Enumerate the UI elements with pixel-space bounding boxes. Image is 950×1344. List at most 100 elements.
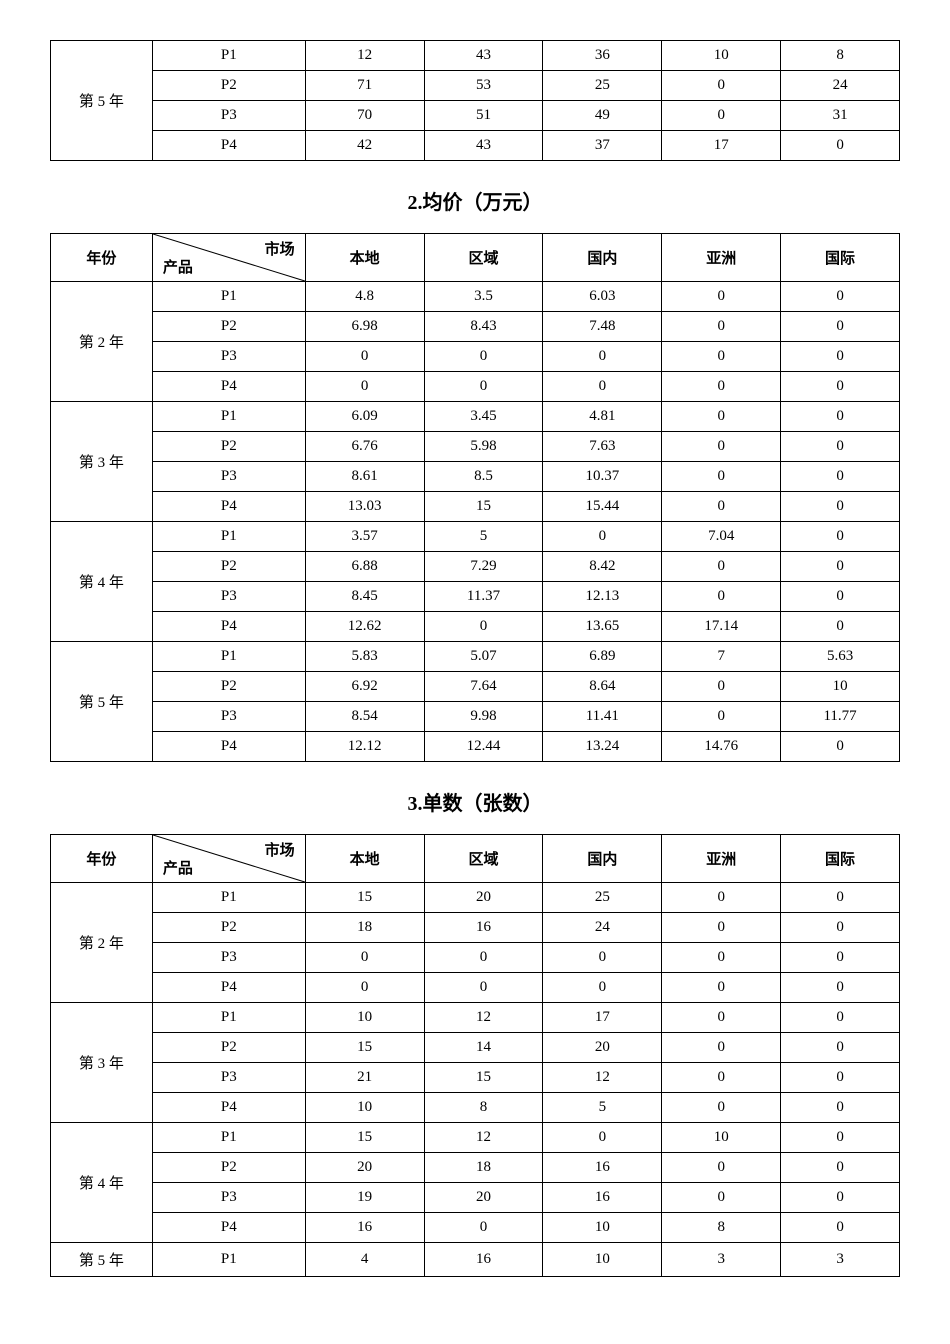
value-cell: 12.44 (424, 732, 543, 762)
value-cell: 0 (662, 282, 781, 312)
value-cell: 18 (305, 913, 424, 943)
table-row: 第 3 年P110121700 (51, 1003, 900, 1033)
product-cell: P4 (152, 1213, 305, 1243)
value-cell: 0 (543, 372, 662, 402)
value-cell: 0 (662, 702, 781, 732)
value-cell: 20 (424, 1183, 543, 1213)
value-cell: 51 (424, 101, 543, 131)
value-cell: 0 (781, 1153, 900, 1183)
value-cell: 10 (662, 41, 781, 71)
value-cell: 43 (424, 131, 543, 161)
value-cell: 8.5 (424, 462, 543, 492)
product-cell: P2 (152, 552, 305, 582)
value-cell: 25 (543, 71, 662, 101)
table-row: P412.1212.4413.2414.760 (51, 732, 900, 762)
value-cell: 8 (424, 1093, 543, 1123)
value-cell: 7.64 (424, 672, 543, 702)
table-row: P300000 (51, 943, 900, 973)
value-cell: 7.63 (543, 432, 662, 462)
value-cell: 0 (781, 402, 900, 432)
value-cell: 0 (781, 1033, 900, 1063)
value-cell: 0 (781, 552, 900, 582)
value-cell: 18 (424, 1153, 543, 1183)
value-cell: 16 (424, 1243, 543, 1277)
value-cell: 13.24 (543, 732, 662, 762)
product-cell: P2 (152, 1153, 305, 1183)
value-cell: 25 (543, 883, 662, 913)
value-cell: 10 (662, 1123, 781, 1153)
value-cell: 12 (424, 1123, 543, 1153)
value-cell: 3 (662, 1243, 781, 1277)
value-cell: 6.92 (305, 672, 424, 702)
table-row: 第 3 年P16.093.454.8100 (51, 402, 900, 432)
table-row: 第 2 年P14.83.56.0300 (51, 282, 900, 312)
value-cell: 37 (543, 131, 662, 161)
value-cell: 0 (781, 612, 900, 642)
table-row: 第 5 年P1124336108 (51, 41, 900, 71)
table-row: P41601080 (51, 1213, 900, 1243)
product-cell: P1 (152, 642, 305, 672)
header-col: 区域 (424, 234, 543, 282)
section2-title: 2.均价（万元） (50, 186, 900, 215)
product-cell: P4 (152, 612, 305, 642)
value-cell: 43 (424, 41, 543, 71)
table-row: P26.927.648.64010 (51, 672, 900, 702)
table-row: P218162400 (51, 913, 900, 943)
value-cell: 0 (781, 1213, 900, 1243)
value-cell: 9.98 (424, 702, 543, 732)
diag-bottom-label: 产品 (163, 256, 193, 277)
product-cell: P2 (152, 432, 305, 462)
value-cell: 16 (543, 1183, 662, 1213)
value-cell: 0 (305, 973, 424, 1003)
table-row: P38.4511.3712.1300 (51, 582, 900, 612)
value-cell: 70 (305, 101, 424, 131)
value-cell: 4.8 (305, 282, 424, 312)
value-cell: 0 (781, 131, 900, 161)
value-cell: 0 (781, 522, 900, 552)
value-cell: 6.88 (305, 552, 424, 582)
value-cell: 0 (662, 973, 781, 1003)
value-cell: 17.14 (662, 612, 781, 642)
value-cell: 5 (543, 1093, 662, 1123)
value-cell: 7 (662, 642, 781, 672)
value-cell: 49 (543, 101, 662, 131)
product-cell: P4 (152, 372, 305, 402)
product-cell: P1 (152, 883, 305, 913)
product-cell: P3 (152, 1183, 305, 1213)
table-row: P2715325024 (51, 71, 900, 101)
value-cell: 10 (781, 672, 900, 702)
product-cell: P3 (152, 943, 305, 973)
value-cell: 0 (781, 913, 900, 943)
year-cell: 第 5 年 (51, 41, 153, 161)
value-cell: 5.98 (424, 432, 543, 462)
product-cell: P4 (152, 492, 305, 522)
value-cell: 0 (662, 672, 781, 702)
value-cell: 36 (543, 41, 662, 71)
header-col: 国内 (543, 835, 662, 883)
header-col: 国际 (781, 835, 900, 883)
value-cell: 15 (305, 1123, 424, 1153)
value-cell: 20 (424, 883, 543, 913)
value-cell: 10 (305, 1093, 424, 1123)
value-cell: 31 (781, 101, 900, 131)
value-cell: 0 (781, 1063, 900, 1093)
year-cell: 第 2 年 (51, 883, 153, 1003)
product-cell: P1 (152, 1003, 305, 1033)
value-cell: 10.37 (543, 462, 662, 492)
value-cell: 12.12 (305, 732, 424, 762)
header-col: 亚洲 (662, 234, 781, 282)
value-cell: 0 (543, 1123, 662, 1153)
value-cell: 6.89 (543, 642, 662, 672)
table-row: 第 4 年P13.57507.040 (51, 522, 900, 552)
value-cell: 0 (781, 1093, 900, 1123)
product-cell: P1 (152, 1243, 305, 1277)
header-col: 亚洲 (662, 835, 781, 883)
year-cell: 第 4 年 (51, 1123, 153, 1243)
year-cell: 第 5 年 (51, 642, 153, 762)
table-order-count: 年份市场产品本地区域国内亚洲国际第 2 年P115202500P21816240… (50, 834, 900, 1277)
value-cell: 0 (781, 462, 900, 492)
value-cell: 8.45 (305, 582, 424, 612)
product-cell: P2 (152, 71, 305, 101)
value-cell: 0 (424, 612, 543, 642)
product-cell: P4 (152, 131, 305, 161)
